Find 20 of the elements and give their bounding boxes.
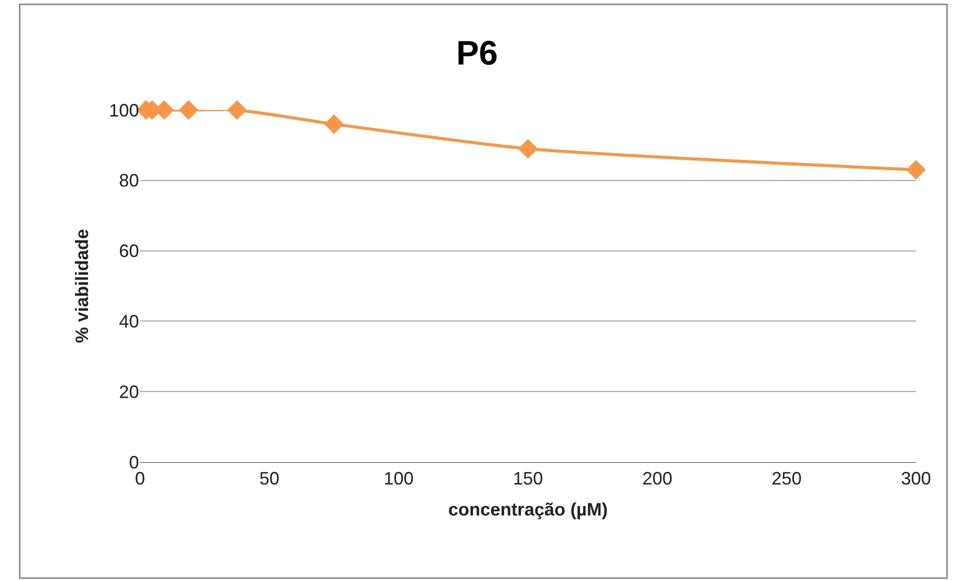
point <box>518 138 538 158</box>
point <box>324 114 344 134</box>
x-tick-label: 100 <box>384 468 414 489</box>
y-tick-label: 0 <box>128 452 139 472</box>
x-tick-label: 50 <box>259 468 280 489</box>
y-axis-title: % viabilidade <box>72 228 92 344</box>
x-tick-label: 300 <box>900 468 932 489</box>
chart-title: P6 <box>456 34 498 72</box>
point <box>227 100 247 120</box>
x-tick-label: 250 <box>772 468 802 489</box>
point <box>906 160 926 180</box>
y-tick-label: 80 <box>118 170 139 191</box>
y-tick-label: 100 <box>108 100 139 120</box>
y-tick-label: 60 <box>118 241 139 262</box>
y-tick-label: 20 <box>118 382 139 402</box>
y-tick-label: 40 <box>118 312 139 332</box>
x-tick-label: 200 <box>642 468 672 489</box>
x-axis-title: concentração (µM) <box>448 500 608 520</box>
x-tick-label: 150 <box>512 468 544 489</box>
point <box>178 100 198 120</box>
